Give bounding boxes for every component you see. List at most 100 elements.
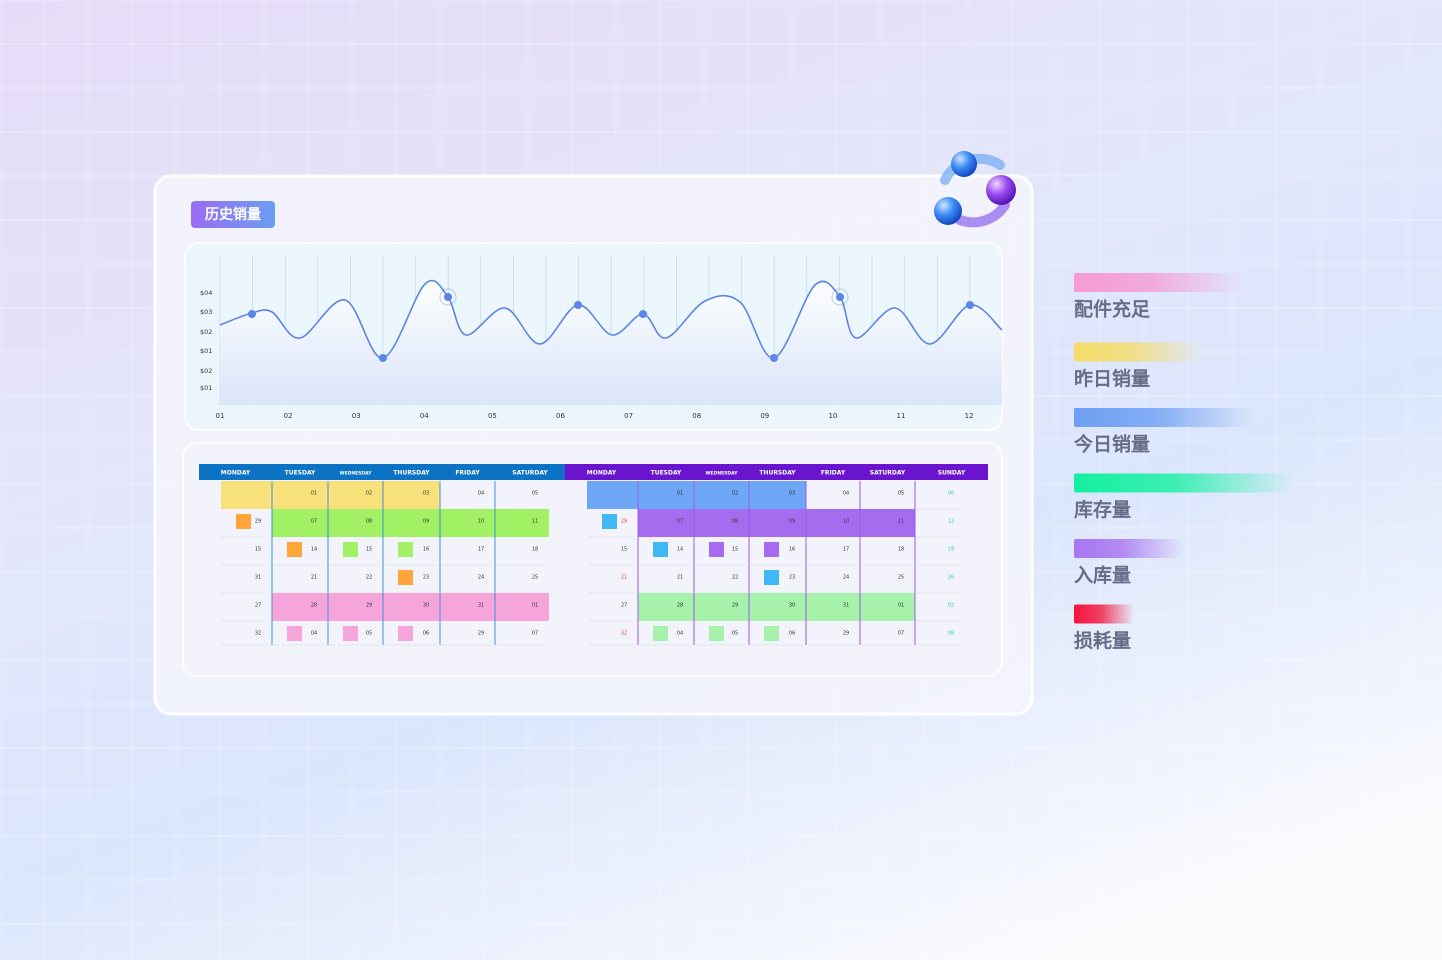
day-number: 23	[423, 575, 429, 581]
day-number: 02	[366, 491, 372, 497]
cell-fill	[440, 593, 495, 621]
legend-label: 配件充足	[1074, 298, 1151, 321]
logo	[934, 151, 1016, 228]
cell-fill	[495, 509, 549, 537]
day-number: 08	[366, 519, 372, 525]
cell-fill	[749, 481, 806, 509]
cell-fill	[495, 593, 549, 621]
day-header	[915, 464, 988, 480]
cell-marker	[764, 626, 779, 641]
cell-fill	[383, 593, 440, 621]
cell-fill	[806, 593, 860, 621]
day-name: SATURDAY	[870, 470, 906, 477]
day-number: 04	[478, 491, 484, 497]
day-number: 21	[621, 575, 627, 581]
day-number: 31	[478, 603, 484, 609]
day-number: 11	[898, 519, 904, 525]
cell-fill	[587, 481, 638, 509]
x-label: 03	[352, 412, 361, 420]
day-number: 02	[732, 491, 738, 497]
day-number: 31	[843, 603, 849, 609]
cell-fill	[638, 593, 694, 621]
cell-fill	[272, 509, 328, 537]
cell-fill	[272, 593, 328, 621]
cell-marker	[709, 626, 724, 641]
day-number: 31	[255, 575, 261, 581]
day-number: 21	[677, 575, 683, 581]
day-number: 29	[366, 603, 372, 609]
cell-fill	[860, 509, 915, 537]
point	[574, 301, 582, 309]
day-number: 08	[732, 519, 738, 525]
day-number: 05	[898, 491, 904, 497]
day-header	[272, 464, 328, 480]
day-number: 15	[732, 547, 738, 553]
day-number: 17	[843, 547, 849, 553]
day-name: MONDAY	[587, 470, 617, 477]
day-number: 01	[898, 603, 904, 609]
day-number: 07	[311, 519, 317, 525]
legend-label: 库存量	[1074, 498, 1131, 521]
x-label: 11	[897, 412, 906, 420]
calendar: MONDAY TUESDAY WEDNESDAY THURSDAY FRIDAY SATU…	[199, 464, 988, 646]
day-header	[495, 464, 565, 480]
cell-fill	[806, 509, 860, 537]
day-number: 27	[621, 603, 627, 609]
legend-swatch	[1074, 342, 1204, 362]
cell-marker	[709, 542, 724, 557]
cell-fill	[328, 481, 383, 509]
day-header	[328, 464, 383, 480]
cell-fill	[638, 509, 694, 537]
day-number: 26	[948, 575, 954, 581]
cell-marker	[602, 514, 617, 529]
chart: $04 $03 $02 $01 $02 $01 01 02 03 04 05 06 07 08 09 10 11…	[200, 256, 1003, 420]
legend-swatch	[1074, 604, 1134, 624]
point-halo	[439, 288, 457, 306]
day-number: 29	[621, 519, 627, 525]
day-number: 32	[621, 631, 627, 637]
cell-marker	[653, 626, 668, 641]
day-number: 14	[311, 547, 317, 553]
day-number: 29	[843, 631, 849, 637]
cell-marker	[653, 542, 668, 557]
cell-marker	[398, 626, 413, 641]
cell-marker	[343, 626, 358, 641]
point	[379, 354, 387, 362]
day-number: 17	[478, 547, 484, 553]
day-header	[565, 464, 638, 480]
point	[444, 293, 452, 301]
cell-fill	[638, 481, 694, 509]
cell-marker	[343, 542, 358, 557]
x-label: 07	[624, 412, 633, 420]
day-number: 24	[478, 575, 484, 581]
legend-swatch	[1074, 473, 1294, 493]
cell-fill	[860, 593, 915, 621]
day-number: 32	[255, 631, 261, 637]
day-number: 28	[311, 603, 317, 609]
day-number: 28	[677, 603, 683, 609]
y-label: $03	[200, 308, 212, 316]
day-number: 16	[423, 547, 429, 553]
day-number: 07	[677, 519, 683, 525]
day-number: 22	[366, 575, 372, 581]
day-number: 27	[255, 603, 261, 609]
day-number: 03	[789, 491, 795, 497]
point	[639, 310, 647, 318]
point	[966, 301, 974, 309]
day-header	[199, 464, 272, 480]
day-number: 11	[532, 519, 538, 525]
day-number: 03	[423, 491, 429, 497]
cell-fill	[749, 593, 806, 621]
day-number: 23	[789, 575, 795, 581]
day-number: 14	[677, 547, 683, 553]
x-label: 08	[692, 412, 701, 420]
day-number: 02	[948, 603, 954, 609]
day-name: TUESDAY	[285, 470, 316, 477]
day-number: 15	[366, 547, 372, 553]
point	[770, 354, 778, 362]
x-label: 04	[420, 412, 429, 420]
day-number: 04	[843, 491, 849, 497]
day-number: 10	[843, 519, 849, 525]
